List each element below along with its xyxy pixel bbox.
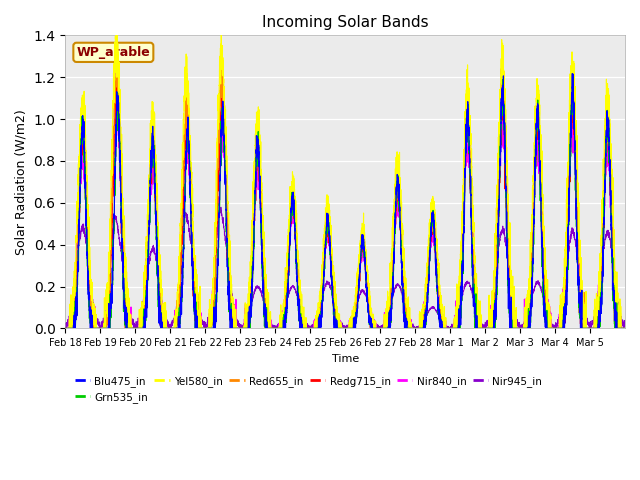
Nir840_in bbox=[61, 325, 69, 331]
Blu475_in bbox=[396, 207, 404, 213]
Line: Grn535_in: Grn535_in bbox=[65, 79, 625, 328]
Redg715_in bbox=[621, 325, 629, 331]
Nir945_in bbox=[62, 325, 70, 331]
Red655_in bbox=[113, 58, 121, 63]
Red655_in bbox=[541, 277, 548, 283]
Nir840_in bbox=[113, 96, 120, 102]
Title: Incoming Solar Bands: Incoming Solar Bands bbox=[262, 15, 428, 30]
Nir840_in bbox=[526, 281, 534, 287]
Red655_in bbox=[621, 325, 629, 331]
Line: Blu475_in: Blu475_in bbox=[65, 73, 625, 328]
Redg715_in bbox=[177, 245, 185, 251]
Line: Yel580_in: Yel580_in bbox=[65, 9, 625, 328]
Nir945_in bbox=[177, 243, 185, 249]
Line: Nir840_in: Nir840_in bbox=[65, 99, 625, 328]
Grn535_in bbox=[366, 316, 374, 322]
Yel580_in bbox=[113, 6, 120, 12]
Yel580_in bbox=[61, 325, 69, 331]
Nir840_in bbox=[396, 216, 404, 222]
Grn535_in bbox=[61, 325, 69, 331]
Y-axis label: Solar Radiation (W/m2): Solar Radiation (W/m2) bbox=[15, 109, 28, 255]
Redg715_in bbox=[499, 105, 507, 111]
Yel580_in bbox=[177, 212, 185, 217]
Yel580_in bbox=[366, 302, 374, 308]
Blu475_in bbox=[61, 325, 69, 331]
Redg715_in bbox=[541, 301, 548, 307]
Redg715_in bbox=[526, 301, 534, 307]
Line: Nir945_in: Nir945_in bbox=[65, 207, 625, 328]
Redg715_in bbox=[113, 80, 120, 86]
Nir945_in bbox=[541, 302, 548, 308]
Yel580_in bbox=[396, 187, 404, 193]
Blu475_in bbox=[366, 321, 374, 326]
Nir945_in bbox=[621, 318, 629, 324]
Red655_in bbox=[396, 212, 404, 217]
Redg715_in bbox=[61, 325, 69, 331]
Legend: Blu475_in, Grn535_in, Yel580_in, Red655_in, Redg715_in, Nir840_in, Nir945_in: Blu475_in, Grn535_in, Yel580_in, Red655_… bbox=[70, 372, 547, 407]
Redg715_in bbox=[396, 214, 404, 219]
Grn535_in bbox=[499, 76, 506, 82]
Nir945_in bbox=[527, 302, 534, 308]
Red655_in bbox=[526, 280, 534, 286]
Nir945_in bbox=[366, 307, 374, 313]
Text: WP_arable: WP_arable bbox=[76, 46, 150, 59]
Nir945_in bbox=[61, 324, 69, 329]
Nir840_in bbox=[366, 299, 374, 304]
Blu475_in bbox=[621, 325, 629, 331]
Nir945_in bbox=[396, 286, 404, 291]
Nir840_in bbox=[177, 230, 185, 236]
Line: Redg715_in: Redg715_in bbox=[65, 83, 625, 328]
Line: Red655_in: Red655_in bbox=[65, 60, 625, 328]
Grn535_in bbox=[499, 96, 507, 102]
Blu475_in bbox=[541, 317, 548, 323]
Nir840_in bbox=[499, 120, 507, 126]
Red655_in bbox=[61, 325, 69, 331]
Red655_in bbox=[499, 97, 507, 103]
Blu475_in bbox=[526, 312, 534, 317]
Red655_in bbox=[177, 242, 185, 248]
Red655_in bbox=[366, 315, 374, 321]
Yel580_in bbox=[621, 325, 629, 331]
Grn535_in bbox=[621, 325, 629, 331]
Blu475_in bbox=[568, 71, 576, 76]
Nir945_in bbox=[217, 204, 225, 210]
Nir840_in bbox=[621, 325, 629, 331]
Nir945_in bbox=[499, 229, 507, 235]
Grn535_in bbox=[396, 224, 404, 230]
Grn535_in bbox=[177, 288, 185, 293]
Yel580_in bbox=[541, 252, 548, 257]
X-axis label: Time: Time bbox=[332, 354, 359, 364]
Blu475_in bbox=[499, 95, 506, 100]
Grn535_in bbox=[541, 306, 548, 312]
Nir840_in bbox=[541, 286, 548, 292]
Grn535_in bbox=[526, 303, 534, 309]
Yel580_in bbox=[526, 237, 534, 243]
Redg715_in bbox=[366, 320, 374, 326]
Yel580_in bbox=[499, 68, 507, 74]
Blu475_in bbox=[177, 308, 185, 314]
